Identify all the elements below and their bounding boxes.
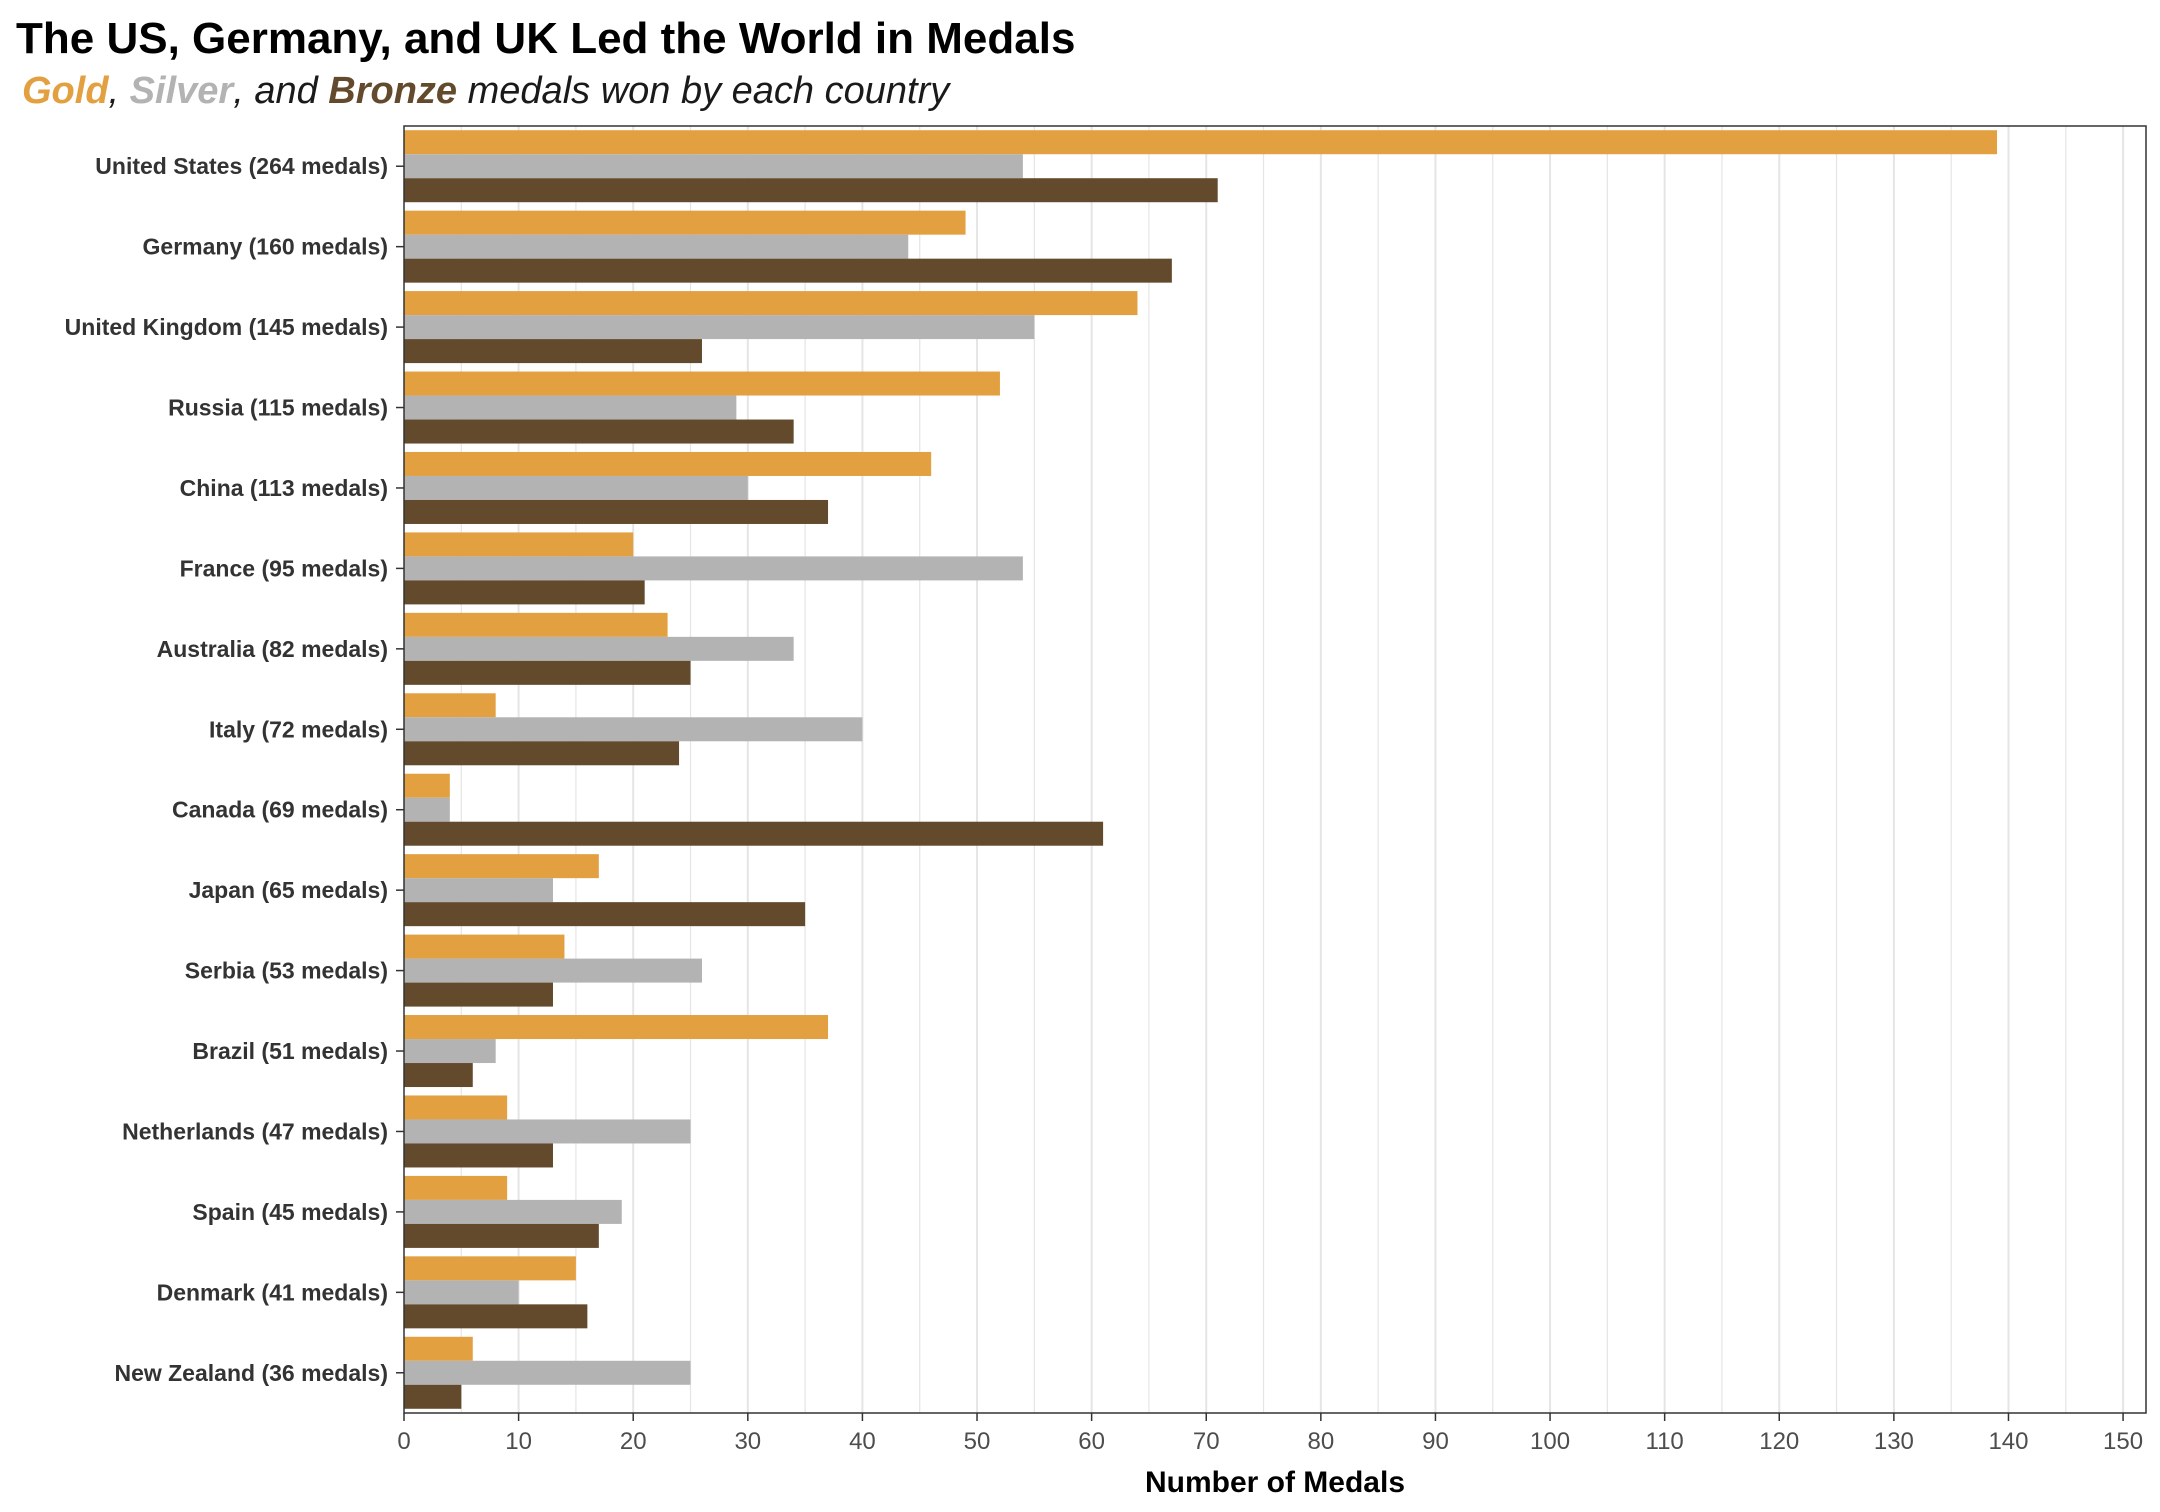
- bar-bronze: [404, 339, 702, 364]
- x-tick-label: 50: [964, 1428, 991, 1455]
- country-label: Brazil (51 medals): [192, 1038, 388, 1064]
- x-tick-label: 30: [734, 1428, 761, 1455]
- bar-gold: [404, 532, 634, 557]
- country-label: Serbia (53 medals): [185, 958, 388, 984]
- bar-bronze: [404, 1304, 588, 1329]
- bar-gold: [404, 1095, 508, 1120]
- bar-silver: [404, 1280, 519, 1305]
- subtitle-silver-word: Silver: [129, 70, 234, 112]
- bar-gold: [404, 934, 565, 959]
- country-label: Germany (160 medals): [143, 234, 388, 260]
- bar-silver: [404, 395, 737, 420]
- bar-bronze: [404, 1143, 553, 1168]
- x-axis-title: Number of Medals: [1145, 1466, 1405, 1499]
- axis-layer: United States (264 medals) Germany (160 m…: [65, 153, 2143, 1455]
- bar-silver: [404, 1360, 691, 1385]
- bar-silver: [404, 556, 1023, 581]
- subtitle-separator-2: , and: [233, 70, 329, 112]
- x-tick-label: 40: [849, 1428, 876, 1455]
- country-label: Spain (45 medals): [192, 1199, 388, 1225]
- country-label: Netherlands (47 medals): [122, 1118, 388, 1144]
- bar-silver: [404, 154, 1023, 179]
- bar-silver: [404, 1039, 496, 1064]
- plot-frame: [403, 125, 2147, 1414]
- bar-silver: [404, 475, 748, 500]
- bar-bronze: [404, 821, 1104, 846]
- bar-silver: [404, 717, 863, 742]
- bar-gold: [404, 291, 1138, 316]
- grid-layer: [460, 126, 2125, 1413]
- bar-gold: [404, 130, 1998, 155]
- bar-bronze: [404, 1063, 473, 1088]
- subtitle-separator-1: ,: [108, 70, 130, 112]
- x-tick-label: 0: [397, 1428, 410, 1455]
- bar-silver: [404, 878, 553, 903]
- x-tick-label: 20: [620, 1428, 647, 1455]
- country-label: United Kingdom (145 medals): [65, 314, 388, 340]
- bar-layer: [404, 130, 1998, 1409]
- bar-bronze: [404, 178, 1218, 203]
- x-tick-label: 70: [1193, 1428, 1220, 1455]
- bar-silver: [404, 958, 702, 983]
- bar-bronze: [404, 741, 680, 766]
- x-tick-label: 100: [1530, 1428, 1570, 1455]
- bar-bronze: [404, 1384, 462, 1409]
- subtitle-bronze-word: Bronze: [328, 70, 458, 112]
- country-label: Denmark (41 medals): [157, 1279, 388, 1305]
- x-tick-label: 150: [2103, 1428, 2143, 1455]
- country-label: New Zealand (36 medals): [114, 1360, 388, 1386]
- bar-silver: [404, 636, 794, 661]
- country-label: Japan (65 medals): [189, 877, 388, 903]
- bar-bronze: [404, 499, 829, 524]
- x-tick-label: 60: [1078, 1428, 1105, 1455]
- x-tick-label: 80: [1307, 1428, 1334, 1455]
- bar-gold: [404, 371, 1000, 396]
- country-label: Australia (82 medals): [157, 636, 388, 662]
- country-label: United States (264 medals): [95, 153, 388, 179]
- country-label: China (113 medals): [180, 475, 388, 501]
- bar-silver: [404, 1119, 691, 1144]
- country-label: France (95 medals): [180, 555, 388, 581]
- bar-bronze: [404, 419, 794, 444]
- bar-bronze: [404, 258, 1172, 283]
- bar-gold: [404, 210, 966, 235]
- bar-gold: [404, 1336, 473, 1361]
- subtitle-rest: medals won by each country: [457, 70, 950, 112]
- country-label: Canada (69 medals): [172, 797, 388, 823]
- chart-title: The US, Germany, and UK Led the World in…: [16, 14, 1076, 63]
- bar-gold: [404, 612, 668, 637]
- x-tick-label: 140: [1988, 1428, 2028, 1455]
- bar-gold: [404, 451, 932, 476]
- bar-silver: [404, 234, 909, 259]
- bar-gold: [404, 693, 496, 718]
- x-tick-label: 120: [1759, 1428, 1799, 1455]
- bar-silver: [404, 1199, 622, 1224]
- chart-subtitle: Gold, Silver, and Bronze medals won by e…: [22, 70, 949, 113]
- x-tick-label: 10: [505, 1428, 532, 1455]
- bar-gold: [404, 1015, 829, 1040]
- x-tick-label: 110: [1646, 1428, 1684, 1455]
- bar-silver: [404, 797, 450, 822]
- bar-bronze: [404, 580, 645, 605]
- bar-bronze: [404, 660, 691, 685]
- bar-gold: [404, 1175, 508, 1200]
- x-tick-label: 130: [1874, 1428, 1914, 1455]
- country-label: Italy (72 medals): [209, 716, 388, 742]
- country-label: Russia (115 medals): [168, 395, 388, 421]
- bar-gold: [404, 1256, 576, 1281]
- bar-bronze: [404, 982, 553, 1007]
- bar-silver: [404, 315, 1035, 340]
- bar-gold: [404, 773, 450, 798]
- x-tick-label: 90: [1422, 1428, 1449, 1455]
- bar-bronze: [404, 1223, 599, 1248]
- subtitle-gold-word: Gold: [22, 70, 109, 112]
- bar-bronze: [404, 902, 806, 927]
- bar-gold: [404, 854, 599, 879]
